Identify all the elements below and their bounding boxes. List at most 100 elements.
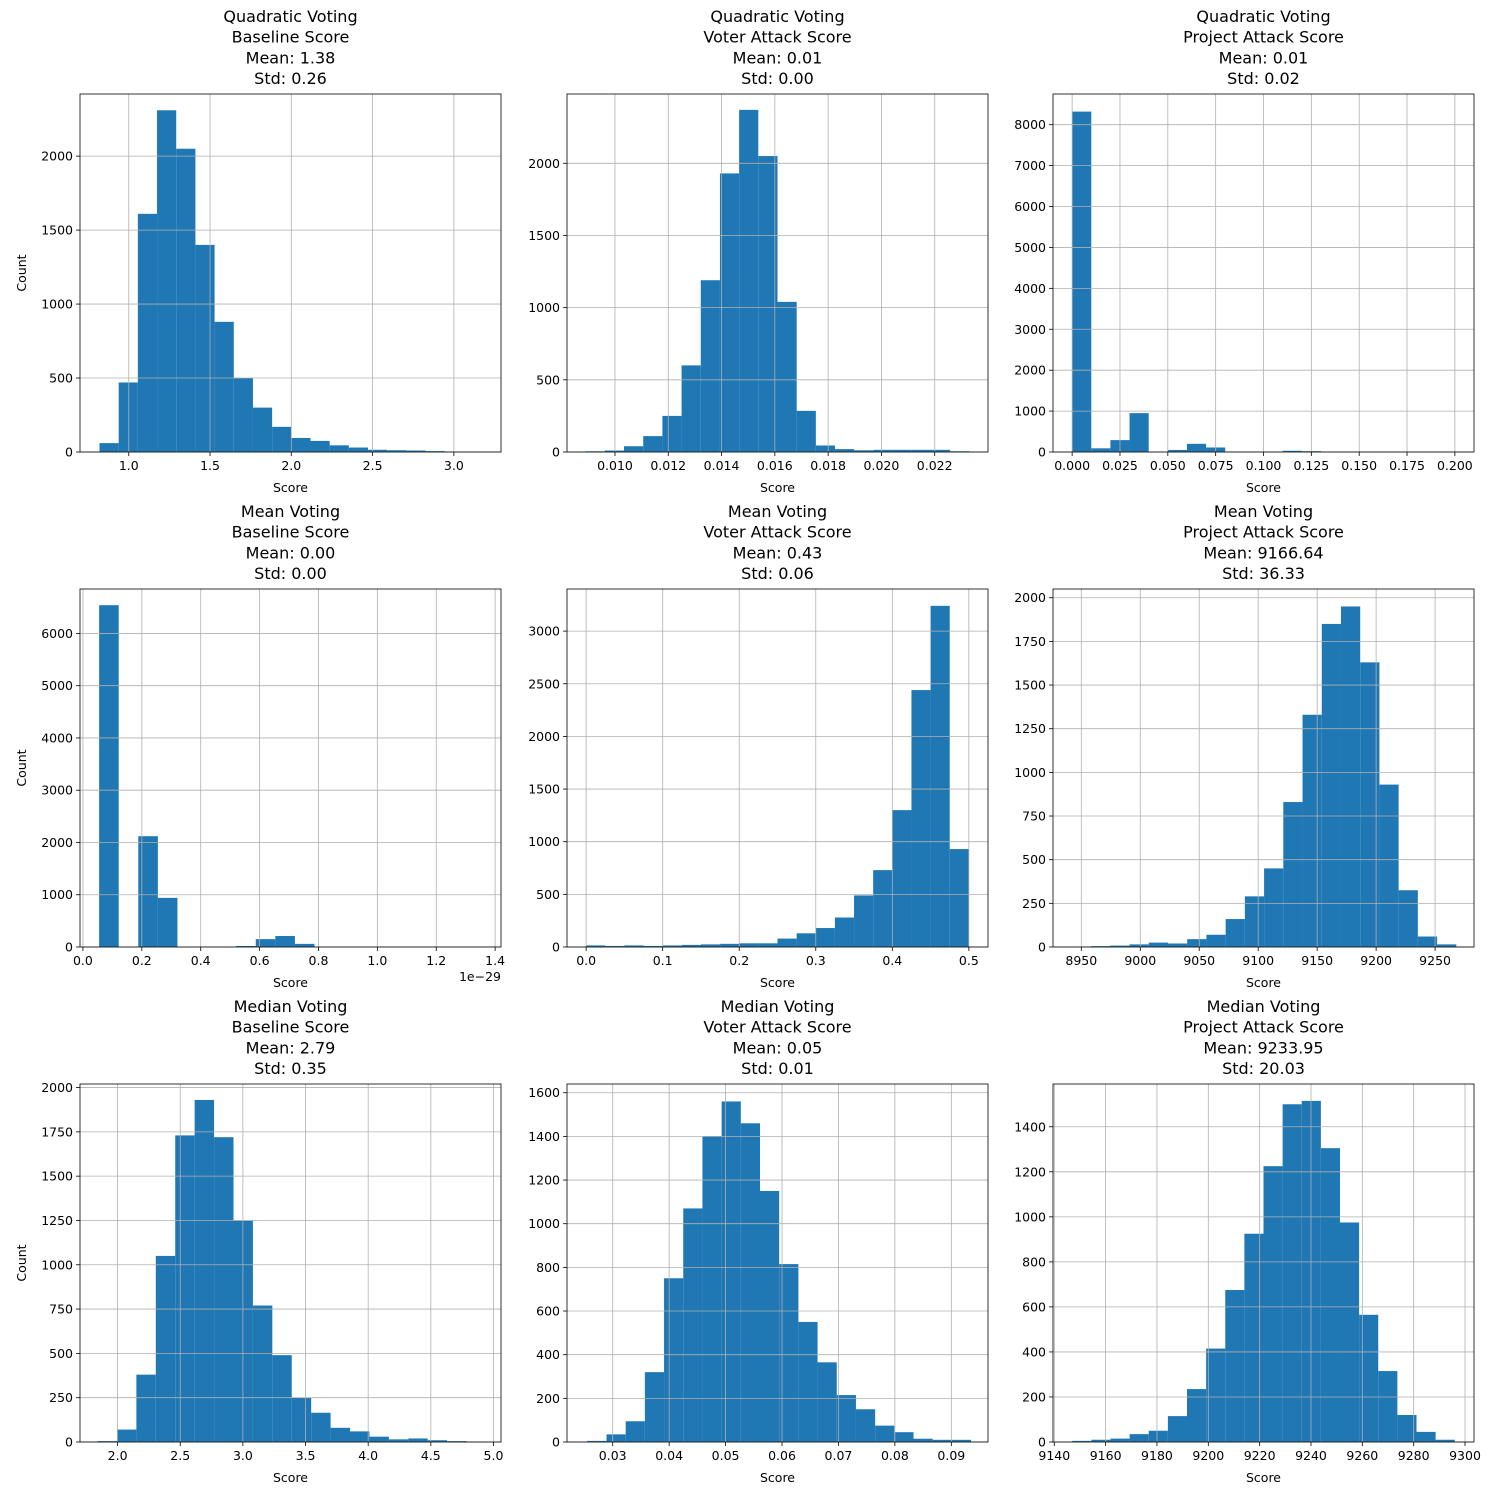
histogram-bar — [116, 1429, 137, 1442]
histogram-bar — [1091, 1439, 1111, 1442]
histogram-bar — [310, 440, 330, 452]
y-tick-label: 1200 — [1014, 1164, 1046, 1179]
panel-title-line: Quadratic Voting — [1196, 7, 1330, 26]
histogram-panel: Quadratic Voting Voter Attack ScoreMean: … — [528, 7, 989, 495]
histogram-bar — [1148, 942, 1168, 947]
histogram-bar — [1379, 784, 1399, 947]
histogram-bar — [777, 938, 797, 947]
x-tick-label: 0.07 — [825, 1448, 853, 1463]
histogram-bar — [1225, 919, 1245, 947]
histogram-bar — [951, 1439, 972, 1442]
histogram-bar — [97, 1441, 117, 1442]
x-tick-label: 0.175 — [1389, 458, 1425, 473]
y-tick-label: 1600 — [528, 1085, 560, 1100]
panel-title-line: Baseline Score — [232, 28, 350, 47]
x-tick-label: 0.08 — [881, 1448, 909, 1463]
x-tick-label: 9250 — [1419, 953, 1451, 968]
histogram-bar — [1187, 939, 1207, 947]
histogram-bar — [1435, 1439, 1455, 1442]
y-tick-label: 5000 — [1014, 240, 1046, 255]
x-tick-label: 0.050 — [1150, 458, 1186, 473]
histogram-panel: Quadratic Voting Project Attack ScoreMean… — [1014, 7, 1475, 495]
histogram-bar — [1110, 945, 1130, 947]
histogram-bar — [368, 449, 388, 452]
y-tick-label: 600 — [1022, 1299, 1046, 1314]
x-tick-label: 0.0 — [73, 953, 93, 968]
x-tick-label: 0.09 — [937, 1448, 965, 1463]
x-tick-label: 0.010 — [597, 458, 633, 473]
histogram-bar — [702, 1136, 722, 1442]
y-tick-label: 3000 — [1014, 322, 1046, 337]
y-tick-label: 1500 — [1014, 678, 1046, 693]
histogram-bar — [930, 449, 951, 452]
panel-title-line: Mean: 2.79 — [246, 1038, 336, 1057]
histogram-bar — [1416, 1431, 1436, 1442]
y-tick-label: 1000 — [528, 300, 560, 315]
histogram-bar — [740, 1123, 761, 1442]
x-axis-label: Score — [273, 1470, 308, 1485]
panel-title-line: Mean: 0.05 — [733, 1038, 823, 1057]
histogram-bar — [1110, 1438, 1130, 1442]
y-tick-label: 600 — [536, 1304, 560, 1319]
x-tick-label: 0.1 — [653, 953, 673, 968]
panel-title-line: Mean: 0.01 — [1219, 48, 1309, 67]
y-tick-label: 3000 — [41, 783, 73, 798]
histogram-bar — [758, 943, 778, 947]
panel-title-line: Std: 0.00 — [741, 69, 814, 88]
histogram-bar — [1148, 1430, 1168, 1442]
x-tick-label: 0.3 — [806, 953, 826, 968]
histogram-bar — [1302, 714, 1322, 947]
x-tick-label: 0.150 — [1341, 458, 1377, 473]
y-tick-label: 750 — [49, 1302, 73, 1317]
panel-title-line: Std: 20.03 — [1222, 1059, 1305, 1078]
y-tick-label: 500 — [49, 371, 73, 386]
histogram-bar — [311, 1412, 331, 1442]
x-tick-label: 0.075 — [1198, 458, 1234, 473]
panel-title-line: Mean Voting — [728, 502, 827, 521]
x-tick-label: 9180 — [1141, 1448, 1173, 1463]
histogram-bar — [1398, 890, 1418, 947]
panel-title-line: Quadratic Voting — [223, 7, 357, 26]
histogram-bar — [1282, 450, 1302, 452]
y-tick-label: 0 — [552, 940, 560, 955]
y-tick-label: 2500 — [528, 676, 560, 691]
x-tick-label: 0.8 — [309, 953, 329, 968]
histogram-bar — [425, 451, 445, 452]
x-tick-label: 1.4 — [485, 953, 505, 968]
panel-title-line: Mean: 0.43 — [733, 543, 823, 562]
histogram-bar — [387, 450, 407, 452]
histogram-bar — [758, 156, 778, 452]
panel-title-line: Mean: 9166.64 — [1203, 543, 1323, 562]
histogram-bar — [662, 945, 682, 947]
x-tick-label: 9160 — [1090, 1448, 1122, 1463]
histogram-bar — [447, 1441, 467, 1442]
y-tick-label: 8000 — [1014, 117, 1046, 132]
y-tick-label: 5000 — [41, 678, 73, 693]
x-axis-label: Score — [1246, 480, 1281, 495]
y-axis-label: Count — [14, 1244, 29, 1281]
x-tick-label: 0.020 — [864, 458, 900, 473]
histogram-bar — [796, 410, 816, 452]
histogram-bar — [739, 109, 759, 452]
x-axis-label: Score — [1246, 1470, 1281, 1485]
x-axis-label: Score — [1246, 975, 1281, 990]
x-tick-label: 1.5 — [200, 458, 220, 473]
panel-title-line: Std: 0.35 — [254, 1059, 327, 1078]
histogram-bar — [427, 1440, 448, 1442]
histogram-bar — [272, 1355, 292, 1442]
histogram-bar — [892, 449, 912, 452]
y-tick-label: 1500 — [41, 223, 73, 238]
histogram-bar — [1129, 1434, 1149, 1442]
y-tick-label: 1000 — [528, 834, 560, 849]
x-tick-label: 0.000 — [1054, 458, 1090, 473]
histogram-bar — [892, 810, 912, 947]
histogram-bar — [291, 1397, 312, 1442]
y-tick-label: 1750 — [41, 1124, 73, 1139]
panel-title-line: Voter Attack Score — [703, 523, 851, 542]
y-tick-label: 400 — [1022, 1344, 1046, 1359]
x-tick-label: 0.125 — [1293, 458, 1329, 473]
histogram-bar — [406, 450, 426, 452]
